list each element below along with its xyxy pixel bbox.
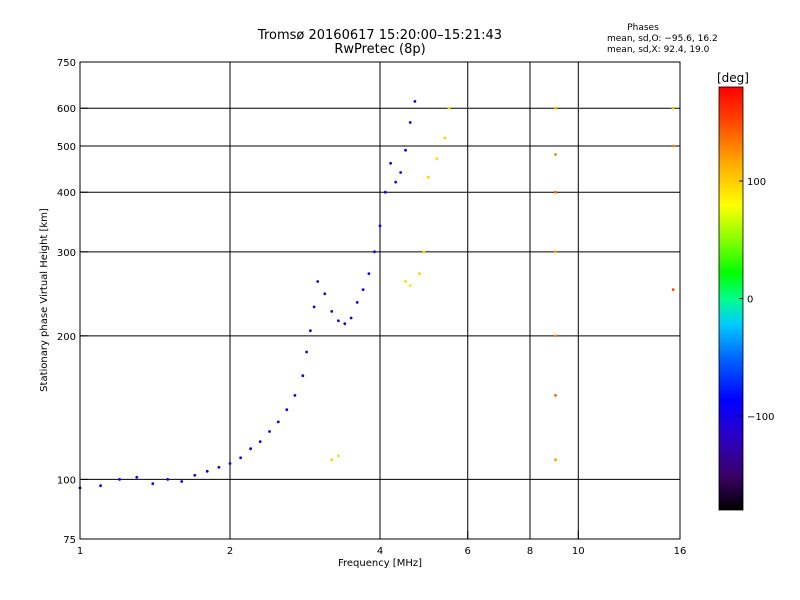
data-point — [404, 280, 407, 283]
data-point — [399, 171, 402, 174]
data-point — [447, 106, 451, 110]
data-point — [389, 161, 392, 165]
y-tick-label: 500 — [57, 142, 76, 153]
y-tick-label: 400 — [57, 188, 76, 199]
data-point — [426, 175, 430, 179]
data-point — [408, 121, 412, 124]
data-point — [301, 374, 305, 378]
colorbar-tick-label: 100 — [747, 177, 766, 188]
data-point — [337, 454, 340, 458]
data-point — [443, 136, 447, 140]
phases-line-x: mean, sd,X: 92.4, 19.0 — [607, 45, 710, 55]
data-point — [285, 408, 289, 412]
data-point — [383, 190, 387, 194]
x-tick-label: 16 — [674, 546, 687, 557]
data-point — [408, 284, 412, 287]
chart-title: Tromsø 20160617 15:20:00–15:21:43 — [257, 28, 502, 43]
y-axis: 75 100 200 300 400 500 600 750 — [57, 58, 88, 546]
data-point — [305, 350, 308, 354]
y-tick-label: 200 — [57, 332, 76, 343]
data-point — [671, 106, 675, 110]
data-point — [118, 478, 121, 481]
data-point — [217, 465, 221, 469]
data-point — [180, 480, 184, 483]
data-point — [337, 319, 340, 323]
x-tick-label: 1 — [77, 546, 83, 557]
data-point — [316, 280, 320, 283]
data-point — [258, 440, 262, 443]
data-point — [249, 447, 253, 451]
data-point — [312, 305, 316, 309]
data-point — [361, 288, 365, 291]
data-point — [193, 473, 197, 477]
y-tick-label: 300 — [57, 248, 76, 259]
y-axis-label: Stationary phase Virtual Height [km] — [39, 208, 50, 392]
colorbar-ticks: 100 0 −100 — [739, 177, 774, 423]
x-tick-label: 6 — [465, 546, 471, 557]
y-tick-label: 100 — [57, 475, 76, 486]
data-point — [135, 475, 139, 479]
phases-title: Phases — [627, 23, 659, 33]
data-point — [166, 478, 170, 481]
data-point — [554, 458, 557, 462]
data-point — [293, 394, 297, 397]
data-point — [367, 272, 371, 275]
data-point — [268, 430, 271, 433]
data-point — [239, 456, 243, 460]
data-point — [671, 144, 675, 148]
data-point — [554, 153, 557, 156]
data-point — [228, 462, 232, 465]
x-axis-label: Frequency [MHz] — [338, 558, 422, 569]
y-tick-label: 600 — [57, 104, 76, 115]
data-point — [330, 310, 334, 313]
data-point — [309, 329, 312, 333]
data-point — [554, 250, 557, 254]
data-point — [418, 272, 421, 275]
x-axis: 1 2 4 6 8 10 16 — [77, 531, 687, 557]
data-point — [373, 250, 376, 254]
grid-lines — [80, 62, 680, 539]
x-tick-label: 10 — [572, 546, 585, 557]
x-tick-label: 4 — [377, 546, 383, 557]
data-point — [343, 322, 347, 326]
data-points — [78, 100, 675, 490]
data-point — [394, 180, 398, 184]
colorbar-label: [deg] — [717, 71, 749, 85]
data-point — [205, 469, 209, 473]
data-point — [422, 250, 426, 254]
x-tick-label: 2 — [227, 546, 233, 557]
y-tick-label: 75 — [63, 535, 76, 546]
data-point — [378, 224, 382, 228]
data-point — [554, 394, 557, 397]
data-point — [276, 420, 280, 424]
data-point — [349, 316, 353, 320]
data-point — [435, 157, 439, 161]
y-tick-label: 750 — [57, 58, 76, 69]
data-point — [554, 334, 557, 338]
data-point — [554, 190, 557, 194]
data-point — [330, 458, 334, 462]
chart-subtitle: RwPretec (8p) — [334, 42, 425, 57]
data-point — [355, 301, 359, 304]
colorbar-tick-label: −100 — [747, 412, 774, 423]
colorbar-tick-label: 0 — [747, 295, 753, 306]
data-point — [671, 288, 675, 291]
data-point — [404, 148, 407, 152]
data-point — [554, 106, 557, 110]
data-point — [151, 482, 155, 485]
data-point — [99, 484, 102, 488]
data-point — [323, 292, 327, 296]
data-point — [413, 100, 417, 103]
phases-line-o: mean, sd,O: −95.6, 16.2 — [607, 34, 718, 44]
x-tick-label: 8 — [527, 546, 533, 557]
